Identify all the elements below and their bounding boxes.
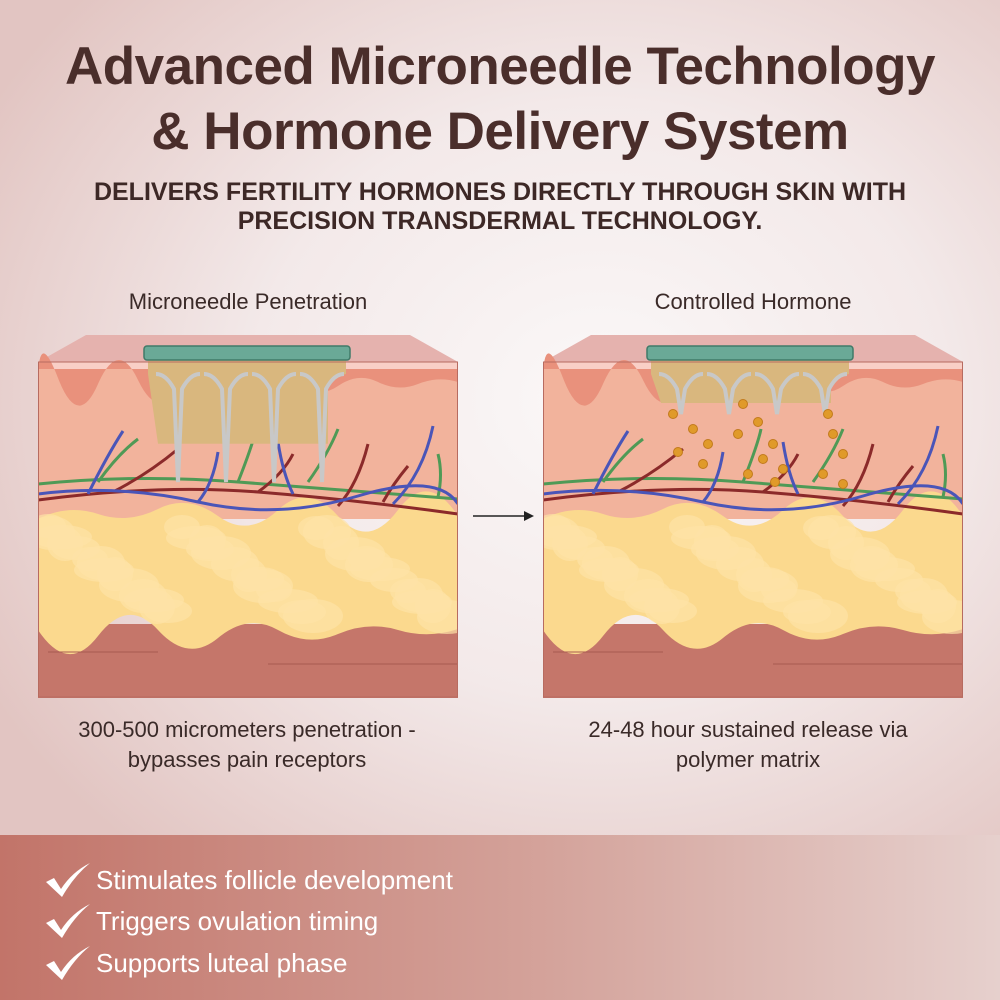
fat-cell [233,569,293,603]
patch-backing [143,345,351,361]
microneedle [155,372,201,483]
hormone-particle [828,429,838,439]
caption-penetration: 300-500 micrometers penetration - bypass… [17,715,477,775]
fat-cell [298,516,334,540]
hormone-particle [838,479,848,489]
hormone-particle [698,459,708,469]
patch-matrix [651,356,849,403]
fat-cell [139,590,175,624]
vein [37,425,460,512]
hormone-particle [688,424,698,434]
panel-label-penetration: Microneedle Penetration [128,289,368,314]
caption-line: 300-500 micrometers penetration - [78,717,416,742]
fat-cell [783,600,831,624]
hormone-particle [733,429,743,439]
hormone-particle [743,469,753,479]
microneedle [251,372,297,483]
fat-cell [803,516,839,540]
caption-line: 24-48 hour sustained release via [588,717,908,742]
subtitle-line-2: PRECISION TRANSDERMAL TECHNOLOGY. [237,207,763,235]
hormone-particle [838,449,848,459]
panel-border [38,361,458,698]
hormone-particle [738,399,748,409]
microneedle [299,372,345,483]
benefit-item: Triggers ovulation timing [44,903,378,939]
benefit-label: Supports luteal phase [96,947,348,978]
fat-cell [579,558,639,582]
benefit-label: Triggers ovulation timing [96,905,379,936]
hormone-particle [770,477,780,487]
hormone-particle [668,409,678,419]
fat-cell [47,527,83,561]
caption-line: bypasses pain receptors [127,747,367,772]
patch-matrix [148,356,346,444]
hormone-particle [818,469,828,479]
microneedle [658,372,704,415]
fat-cell [644,590,680,624]
hormone-particle [753,417,763,427]
fat-cell [850,548,898,582]
caption-line: polymer matrix [675,747,821,772]
skin-diagram-release [532,334,982,698]
hormone-particle [758,454,768,464]
hormone-particle [673,447,683,457]
muscle-layer [38,624,458,698]
microneedle [754,372,800,415]
hormone-particle [823,409,833,419]
right-arrow-icon [473,511,534,521]
patch-backing [646,345,854,361]
benefit-label: Stimulates follicle development [96,864,453,895]
hormone-particle [703,439,713,449]
caption-release: 24-48 hour sustained release via polymer… [518,715,978,775]
benefits-band [0,835,1000,1000]
fat-cell [691,537,739,561]
checkmark-icon [46,904,90,938]
fat-cell [186,537,234,561]
fat-cell [552,527,588,561]
benefit-item: Stimulates follicle development [44,862,453,898]
checkmark-icon [46,946,90,980]
title-line-1: Advanced Microneedle Technology [65,37,935,96]
fat-cell [74,558,134,582]
skin-diagram-penetration [27,334,477,698]
vein [542,425,965,512]
panel-border [543,361,963,698]
fat-cell [897,590,957,614]
microneedle [706,372,752,415]
nerve-fiber [542,428,964,501]
panel-label-release: Controlled Hormone [654,289,852,314]
nerve-fiber [37,428,459,501]
fat-cell [345,548,393,582]
hormone-particle [768,439,778,449]
microneedle [203,372,249,483]
fat-cell [738,569,798,603]
artery [37,443,459,516]
hormone-particle [778,464,788,474]
muscle-layer [543,624,963,698]
checkmark-icon [46,863,90,897]
benefit-item: Supports luteal phase [44,945,348,981]
fat-cell [392,590,452,614]
subtitle-line-1: DELIVERS FERTILITY HORMONES DIRECTLY THR… [93,178,907,206]
fat-cell [278,600,326,624]
title-line-2: & Hormone Delivery System [151,102,849,161]
